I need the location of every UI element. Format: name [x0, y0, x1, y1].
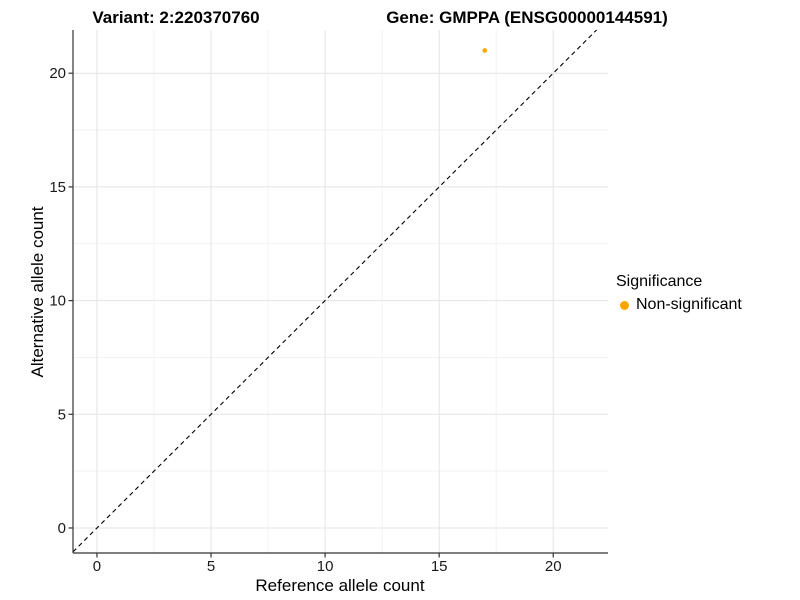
x-axis-label: Reference allele count: [255, 576, 424, 595]
gene-title: Gene: GMPPA (ENSG00000144591): [386, 8, 668, 27]
y-tick-label: 20: [49, 65, 66, 82]
y-tick-label: 5: [58, 406, 66, 423]
legend-title: Significance: [616, 273, 703, 290]
x-tick-label: 15: [431, 558, 448, 575]
point-swatch-icon: [620, 300, 629, 310]
data-point: [482, 48, 488, 53]
legend-item: Non-significant: [616, 296, 742, 314]
y-axis-label: Alternative allele count: [28, 206, 47, 377]
y-tick-label: 10: [49, 293, 66, 310]
legend-item-label: Non-significant: [636, 296, 742, 313]
x-tick-label: 10: [317, 558, 334, 575]
x-tick-label: 20: [545, 558, 562, 575]
x-tick-label: 0: [93, 558, 101, 575]
chart-layer: 0 5 10 15 20 0 5 10 15 20: [49, 29, 608, 575]
variant-title: Variant: 2:220370760: [92, 8, 259, 27]
x-tick-label: 5: [207, 558, 215, 575]
y-tick-label: 15: [49, 179, 66, 196]
legend: Significance Non-significant: [616, 273, 742, 314]
identity-line: [72, 29, 597, 553]
y-tick-label: 0: [58, 520, 66, 537]
